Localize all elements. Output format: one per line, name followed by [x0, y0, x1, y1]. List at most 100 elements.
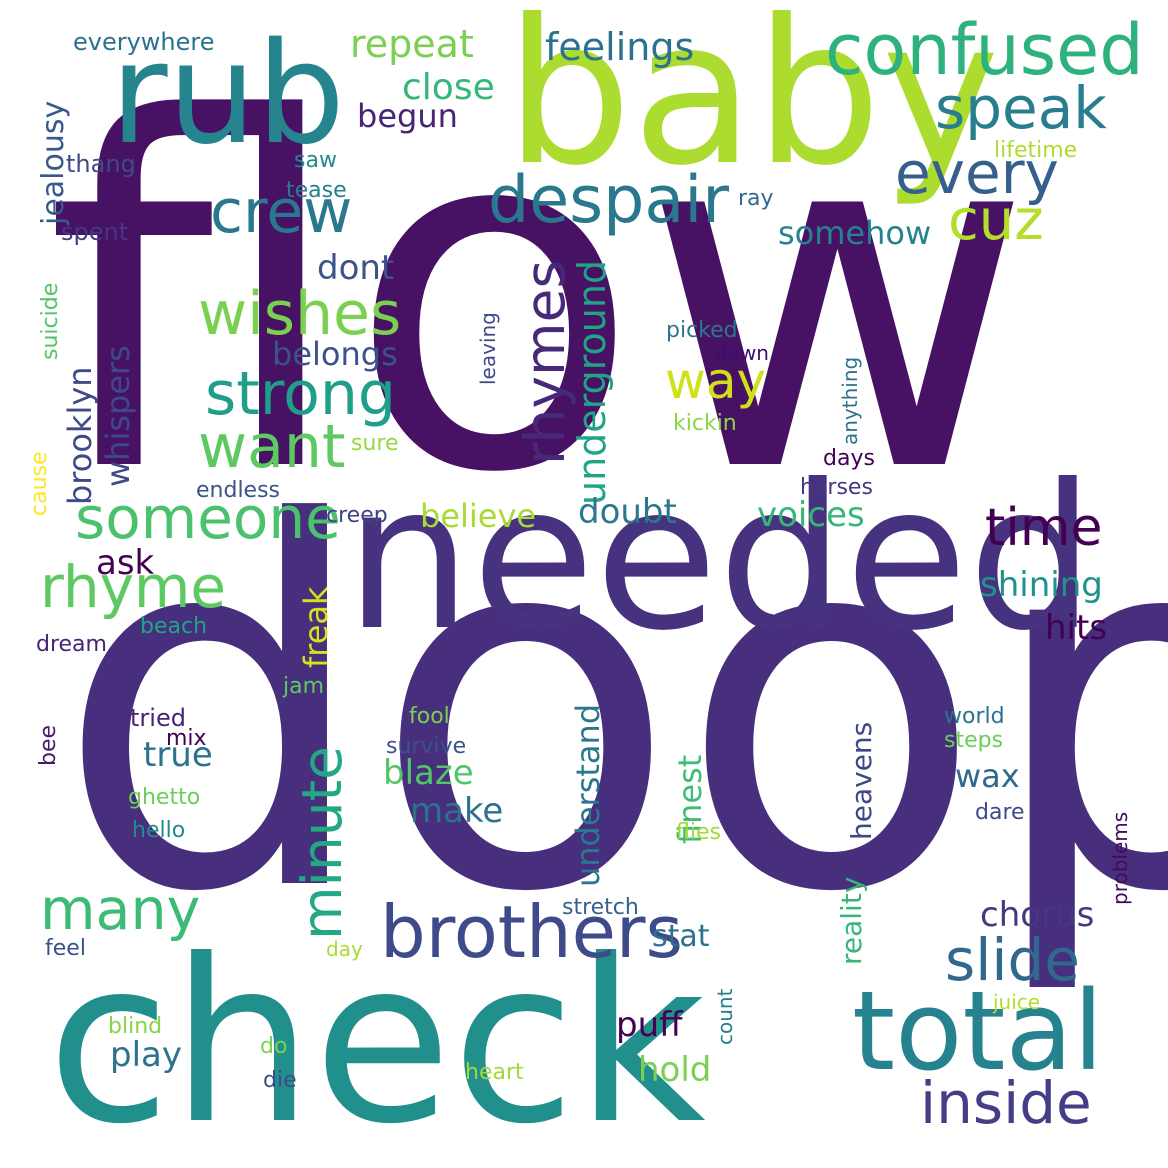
- word-despair: despair: [488, 162, 729, 238]
- word-way: way: [665, 351, 767, 410]
- word-minute: minute: [290, 746, 354, 940]
- word-repeat: repeat: [350, 21, 474, 66]
- word-jealousy: jealousy: [36, 100, 71, 225]
- word-baby: baby: [505, 0, 1000, 210]
- word-count: count: [713, 988, 737, 1045]
- word-world: world: [944, 703, 1005, 729]
- word-total: total: [852, 966, 1104, 1095]
- word-do: do: [260, 1033, 288, 1059]
- word-doop: doop: [55, 419, 1168, 1001]
- word-dont: dont: [317, 248, 395, 289]
- word-ghetto: ghetto: [128, 784, 201, 810]
- word-anything: anything: [838, 356, 862, 445]
- word-days: days: [823, 445, 875, 471]
- word-leaving: leaving: [476, 312, 500, 385]
- word-needed: needed: [345, 442, 1095, 675]
- word-reality: reality: [835, 876, 868, 965]
- word-play: play: [110, 1035, 182, 1076]
- word-stretch: stretch: [562, 894, 639, 920]
- word-ask: ask: [96, 543, 155, 584]
- word-rhymes: rhymes: [513, 259, 577, 465]
- word-ray: ray: [738, 185, 774, 211]
- word-die: die: [263, 1067, 297, 1093]
- word-hello: hello: [132, 817, 186, 843]
- word-slide: slide: [945, 926, 1080, 995]
- word-underground: underground: [570, 259, 614, 505]
- word-true: true: [143, 735, 213, 776]
- word-time: time: [985, 497, 1103, 558]
- word-every: every: [895, 139, 1059, 208]
- word-rub: rub: [110, 12, 346, 176]
- word-somehow: somehow: [778, 214, 932, 253]
- word-jam: jam: [283, 673, 325, 699]
- word-dawn: dawn: [715, 341, 769, 366]
- word-picked: picked: [666, 317, 738, 343]
- word-wishes: wishes: [198, 279, 402, 350]
- word-endless: endless: [196, 477, 281, 503]
- word-cause: cause: [27, 451, 52, 516]
- word-creep: creep: [326, 502, 388, 528]
- word-flow: flow: [45, 18, 1034, 578]
- word-problems: problems: [1108, 811, 1132, 905]
- word-speak: speak: [935, 74, 1107, 143]
- word-beach: beach: [140, 613, 208, 639]
- word-kickin: kickin: [673, 410, 737, 436]
- word-many: many: [40, 876, 201, 943]
- word-heart: heart: [465, 1059, 524, 1085]
- word-close: close: [402, 66, 495, 108]
- word-dream: dream: [36, 631, 107, 657]
- word-fool: fool: [409, 703, 450, 729]
- word-hits: hits: [1045, 608, 1108, 649]
- word-bee: bee: [36, 724, 61, 766]
- word-feelings: feelings: [545, 24, 695, 69]
- word-day: day: [326, 937, 363, 962]
- word-make: make: [410, 791, 504, 832]
- word-cuz: cuz: [948, 187, 1044, 253]
- word-everywhere: everywhere: [73, 27, 215, 56]
- word-tried: tried: [130, 703, 186, 732]
- word-survive: survive: [386, 733, 467, 759]
- word-heavens: heavens: [845, 721, 878, 840]
- word-begun: begun: [357, 97, 458, 136]
- word-sure: sure: [351, 430, 399, 456]
- word-puff: puff: [616, 1005, 683, 1046]
- word-understand: understand: [569, 703, 607, 887]
- word-hold: hold: [638, 1050, 712, 1091]
- word-whispers: whispers: [99, 345, 137, 487]
- word-dare: dare: [975, 799, 1025, 825]
- word-steps: steps: [944, 727, 1004, 753]
- word-juice: juice: [993, 990, 1041, 1015]
- word-brooklyn: brooklyn: [61, 366, 99, 505]
- word-voices: voices: [757, 495, 865, 536]
- word-horses: horses: [800, 474, 873, 500]
- word-lifetime: lifetime: [994, 137, 1078, 163]
- word-confused: confused: [825, 8, 1144, 91]
- word-someone: someone: [75, 484, 341, 553]
- word-suicide: suicide: [38, 282, 63, 360]
- word-check: check: [47, 911, 706, 1168]
- word-freak: freak: [297, 586, 335, 668]
- word-doubt: doubt: [578, 492, 677, 533]
- word-chorus: chorus: [980, 895, 1095, 936]
- word-tease: tease: [286, 177, 347, 203]
- word-flies: flies: [676, 819, 721, 845]
- word-wax: wax: [955, 757, 1020, 796]
- word-crew: crew: [210, 177, 353, 248]
- word-believe: believe: [420, 497, 537, 536]
- word-rhyme: rhyme: [40, 553, 227, 622]
- word-want: want: [198, 412, 346, 483]
- word-saw: saw: [294, 147, 337, 173]
- word-inside: inside: [920, 1069, 1092, 1138]
- word-strong: strong: [205, 359, 396, 430]
- word-thang: thang: [66, 149, 136, 178]
- word-shining: shining: [980, 565, 1103, 606]
- word-brothers: brothers: [380, 890, 684, 975]
- word-spent: spent: [61, 217, 129, 246]
- word-feel: feel: [45, 935, 86, 961]
- word-mix: mix: [166, 725, 207, 751]
- word-belongs: belongs: [272, 335, 398, 374]
- word-stat: stat: [652, 919, 710, 955]
- word-blind: blind: [108, 1013, 163, 1039]
- word-blaze: blaze: [383, 753, 474, 794]
